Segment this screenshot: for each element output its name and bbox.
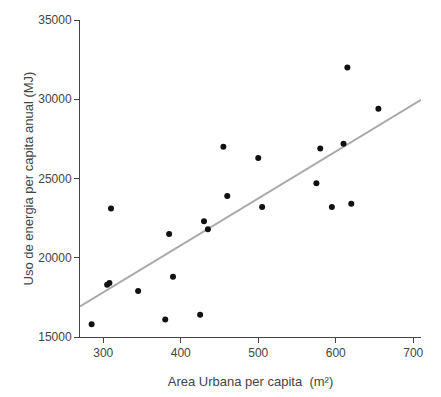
svg-text:500: 500 xyxy=(248,346,268,360)
svg-text:20000: 20000 xyxy=(38,251,72,265)
svg-text:25000: 25000 xyxy=(38,172,72,186)
svg-text:30000: 30000 xyxy=(38,92,72,106)
svg-text:Uso de energia per capita anua: Uso de energia per capita anual (MJ) xyxy=(21,72,36,286)
svg-text:15000: 15000 xyxy=(38,330,72,344)
svg-text:400: 400 xyxy=(171,346,191,360)
svg-text:600: 600 xyxy=(326,346,346,360)
svg-text:Area Urbana per capita (m²): Area Urbana per capita (m²) xyxy=(168,374,333,389)
svg-text:35000: 35000 xyxy=(38,13,72,27)
svg-text:700: 700 xyxy=(403,346,423,360)
svg-text:300: 300 xyxy=(93,346,113,360)
